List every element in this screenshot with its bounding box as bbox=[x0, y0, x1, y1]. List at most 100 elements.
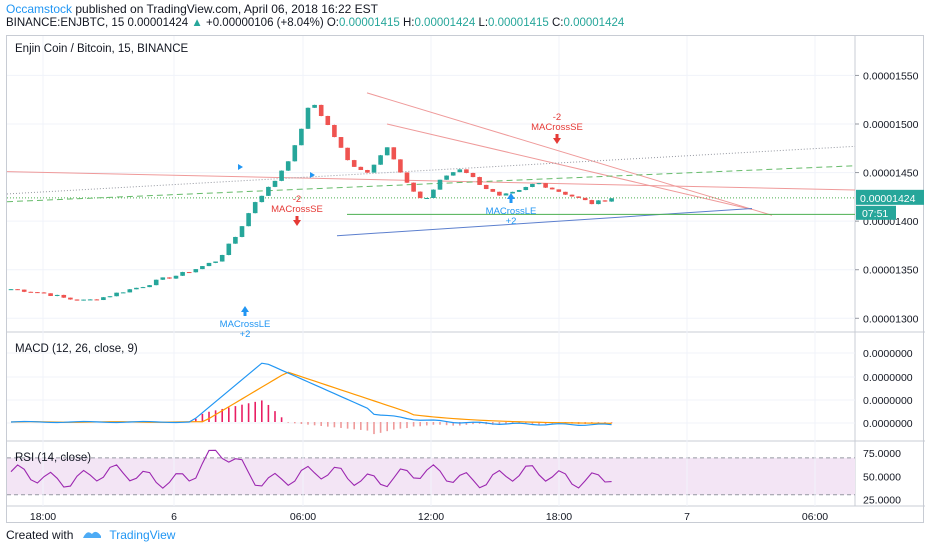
grid bbox=[7, 36, 855, 506]
macd-tick-label: 0.0000000 bbox=[863, 395, 913, 407]
candle-body bbox=[140, 287, 146, 289]
candle-body bbox=[153, 279, 159, 286]
candle-body bbox=[213, 261, 218, 263]
long-arrow-icon bbox=[241, 306, 249, 316]
candle-body bbox=[556, 189, 562, 192]
candle-body bbox=[120, 292, 126, 294]
trendline bbox=[6, 165, 856, 203]
rsi-series bbox=[10, 449, 612, 489]
candle-body bbox=[497, 191, 502, 196]
open-value: 0.00001415 bbox=[339, 17, 400, 29]
high-label: H: bbox=[402, 17, 415, 29]
candle-body bbox=[305, 107, 311, 129]
short-arrow-icon bbox=[553, 134, 561, 144]
chart-frame[interactable]: MACrossLE +2 -2 MACrossSE MACrossLE +2 -2 MACro… bbox=[6, 35, 925, 524]
trendline bbox=[6, 145, 856, 195]
candle-body bbox=[134, 287, 139, 290]
rsi-tick-label: 25.0000 bbox=[863, 494, 901, 506]
publish-text: published on TradingView.com, April 06, … bbox=[72, 2, 378, 16]
macd-signal-line bbox=[10, 371, 612, 424]
macd-tick-label: 0.0000000 bbox=[863, 372, 913, 384]
signal-label: MACrossLE bbox=[220, 319, 271, 330]
marker-icon bbox=[310, 172, 315, 178]
candle-body bbox=[332, 124, 337, 138]
candle-body bbox=[351, 160, 357, 167]
candle-body bbox=[285, 161, 291, 171]
candle-body bbox=[226, 243, 232, 255]
candle-body bbox=[193, 269, 199, 273]
candle-body bbox=[54, 294, 60, 296]
axes-labels: 0.000015500.000015000.000014500.00001400… bbox=[30, 70, 924, 523]
candle-body bbox=[68, 297, 73, 300]
open-label: O: bbox=[326, 17, 339, 29]
price-tick-label: 0.00001550 bbox=[863, 70, 919, 82]
candle-body bbox=[365, 169, 370, 173]
macd-line bbox=[10, 362, 612, 426]
candle-body bbox=[299, 128, 304, 146]
candle-body bbox=[609, 198, 614, 202]
signal-size: +2 bbox=[240, 329, 251, 340]
trendline bbox=[336, 208, 753, 237]
macd-series bbox=[10, 362, 613, 435]
candle-body bbox=[48, 293, 53, 296]
signal-label: MACrossSE bbox=[271, 204, 323, 215]
candle-body bbox=[596, 200, 601, 205]
macd-tick-label: 0.0000000 bbox=[863, 348, 913, 360]
price-tick-label: 0.00001300 bbox=[863, 313, 919, 325]
candle-body bbox=[464, 169, 469, 173]
candle-body bbox=[200, 266, 205, 270]
candle-body bbox=[81, 299, 86, 301]
time-tick-label: 18:00 bbox=[546, 511, 572, 523]
up-triangle-icon: ▲ bbox=[191, 17, 203, 29]
candle-body bbox=[246, 213, 251, 227]
trendlines[interactable] bbox=[6, 92, 856, 237]
trendline bbox=[6, 171, 856, 191]
low-label: L: bbox=[478, 17, 489, 29]
candle-body bbox=[266, 186, 271, 196]
last-price: 0.00001424 bbox=[127, 17, 189, 29]
candle-body bbox=[563, 191, 568, 195]
tradingview-brand[interactable]: TradingView bbox=[109, 528, 176, 542]
price-tick-label: 0.00001450 bbox=[863, 168, 919, 180]
tradingview-logo-icon bbox=[81, 528, 103, 543]
macd-tick-label: 0.0000000 bbox=[863, 418, 913, 430]
candle-body bbox=[180, 272, 185, 276]
candle-body bbox=[186, 272, 192, 274]
candle-body bbox=[312, 104, 317, 108]
rsi-tick-label: 75.0000 bbox=[863, 448, 901, 460]
candles bbox=[8, 104, 614, 301]
candle-body bbox=[549, 187, 555, 190]
change-value: +0.00000106 (+8.04%) bbox=[206, 17, 324, 29]
candle-body bbox=[41, 292, 47, 294]
candle-body bbox=[167, 277, 172, 279]
created-with-text: Created with bbox=[6, 528, 74, 542]
rsi-line bbox=[10, 449, 612, 489]
author-link[interactable]: Occamstock bbox=[6, 2, 73, 16]
candle-body bbox=[28, 291, 34, 293]
candle-body bbox=[477, 177, 482, 185]
candle-body bbox=[490, 189, 496, 192]
symbol-line: BINANCE:ENJBTC, 15 0.00001424 ▲ +0.00000… bbox=[6, 17, 624, 29]
trendline bbox=[386, 123, 753, 210]
candle-body bbox=[543, 183, 548, 188]
candle-body bbox=[444, 175, 449, 180]
candle-body bbox=[470, 172, 476, 178]
candle-body bbox=[325, 115, 331, 125]
candle-body bbox=[35, 292, 40, 294]
candle-body bbox=[101, 297, 106, 301]
candle-body bbox=[147, 285, 152, 288]
candle-body bbox=[398, 159, 403, 173]
candle-body bbox=[503, 193, 509, 196]
time-tick-label: 18:00 bbox=[30, 511, 56, 523]
candle-body bbox=[530, 183, 535, 187]
candle-body bbox=[523, 186, 529, 191]
time-tick-label: 06:00 bbox=[802, 511, 828, 523]
candle-body bbox=[457, 169, 463, 173]
price-tick-label: 0.00001500 bbox=[863, 119, 919, 131]
candle-body bbox=[206, 262, 212, 267]
time-tick-label: 06:00 bbox=[290, 511, 316, 523]
candle-body bbox=[391, 147, 397, 160]
low-value: 0.00001415 bbox=[488, 17, 549, 29]
short-arrow-icon bbox=[293, 216, 301, 226]
